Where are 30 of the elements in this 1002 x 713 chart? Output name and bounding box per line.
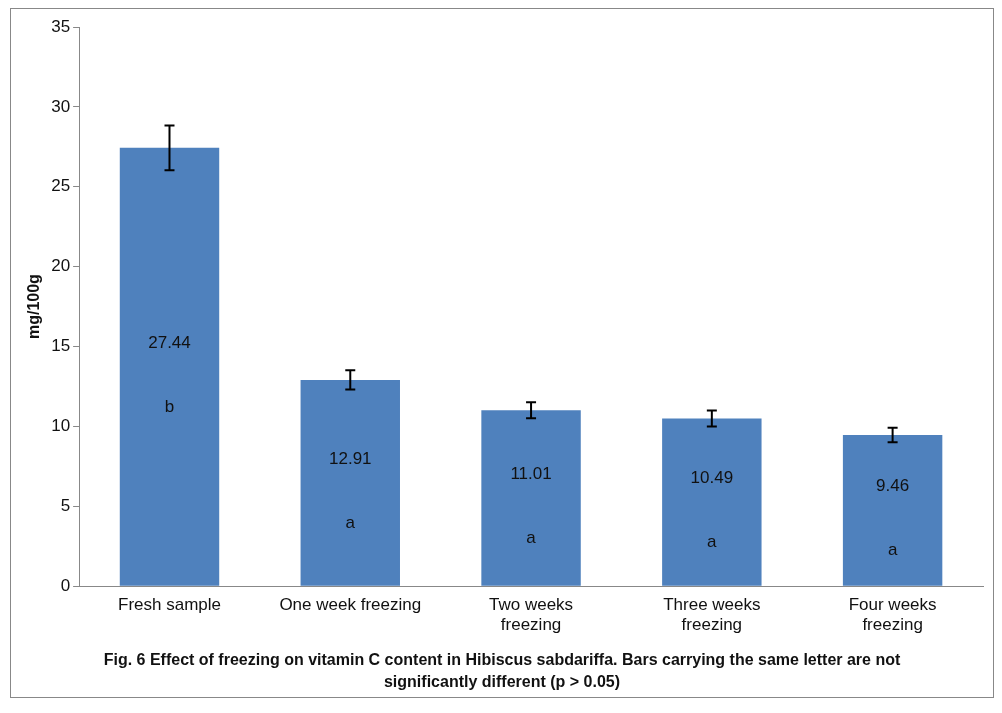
- bar: [842, 435, 943, 586]
- x-tick-label: Three weeks freezing: [663, 595, 761, 635]
- bar: [481, 410, 581, 586]
- y-tick-label: 10: [51, 416, 71, 436]
- y-tick-label: 35: [51, 16, 71, 36]
- bar: [300, 379, 400, 586]
- x-tick-label: Two weeks freezing: [489, 595, 574, 635]
- x-tick-label: Fresh sample: [118, 595, 221, 615]
- y-tick-label: 20: [51, 256, 71, 276]
- bar: [662, 418, 762, 586]
- annotation: a: [887, 540, 898, 560]
- text: Fig. 6 Effect of freezing on vitamin C content in Hibiscus sabdariffa. Bars carrying the same letter are not significantly different (p > 0.05): [102, 650, 902, 692]
- annotation: a: [345, 512, 356, 532]
- data-label: 11.01: [510, 463, 552, 483]
- y-tick-label: 0: [60, 575, 71, 595]
- data-label: 9.46: [876, 476, 910, 496]
- y-tick-label: 15: [51, 336, 71, 356]
- data-label: 10.49: [690, 468, 734, 488]
- data-label: 27.44: [148, 332, 191, 352]
- annotation: a: [707, 532, 718, 552]
- x-tick-label: One week freezing: [279, 595, 422, 615]
- y-tick-label: 30: [51, 96, 71, 116]
- y-axis-title: mg/100g: [25, 274, 43, 340]
- y-tick-label: 25: [51, 176, 71, 196]
- annotation: a: [526, 527, 537, 547]
- y-tick-label: 5: [60, 496, 71, 515]
- data-label: 12.91: [329, 448, 372, 468]
- annotation: b: [164, 396, 175, 416]
- bar: [119, 147, 220, 586]
- x-tick-label: Four weeks freezing: [848, 595, 937, 635]
